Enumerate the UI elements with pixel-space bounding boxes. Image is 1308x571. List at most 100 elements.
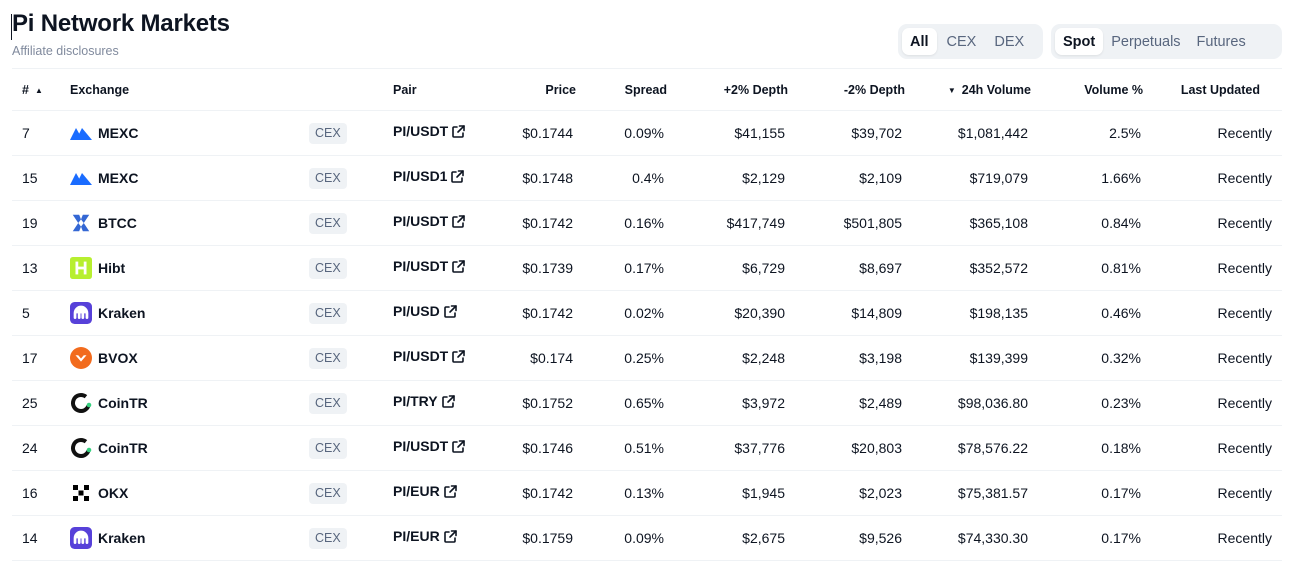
filter-all[interactable]: All (902, 28, 937, 55)
spread-cell: 0.09% (624, 125, 664, 141)
price-cell: $0.1744 (522, 125, 573, 141)
type-cell: CEX (309, 426, 347, 470)
header-plus-depth[interactable]: +2% Depth (723, 83, 788, 97)
header-pair[interactable]: Pair (393, 83, 417, 97)
external-link-icon (443, 529, 458, 544)
exchange-cell[interactable]: BTCC (70, 201, 137, 245)
volume-percent-cell: 2.5% (1109, 125, 1141, 141)
last-updated-cell: Recently (1217, 350, 1272, 366)
filter-perpetuals[interactable]: Perpetuals (1111, 33, 1181, 50)
exchange-cell[interactable]: Kraken (70, 516, 145, 560)
header-volume[interactable]: ▼ 24h Volume (942, 69, 1031, 111)
cointr-logo-icon (70, 392, 92, 414)
plus-depth-cell: $6,729 (742, 260, 785, 276)
exchange-cell[interactable]: Hibt (70, 246, 125, 290)
header-rank-label: # (22, 83, 29, 97)
table-row[interactable]: 25 CoinTR CEX PI/TRY $0.1752 0.65% $3,972 $2,48… (12, 381, 1282, 426)
pair-label: PI/USDT (393, 258, 449, 274)
volume-cell: $75,381.57 (957, 485, 1028, 501)
last-updated-cell: Recently (1217, 440, 1272, 456)
table-row[interactable]: 13 Hibt CEX PI/USDT $0.1739 0.17% $6,729 $8,697… (12, 246, 1282, 291)
table-row[interactable]: 7 MEXC CEX PI/USDT $0.1744 0.09% $41,155 $39,70… (12, 111, 1282, 156)
pair-label: PI/EUR (393, 528, 440, 544)
rank-cell: 25 (22, 395, 38, 411)
exchange-cell[interactable]: CoinTR (70, 381, 148, 425)
exchange-cell[interactable]: BVOX (70, 336, 138, 380)
header-volume-percent[interactable]: Volume % (1084, 83, 1143, 97)
exchange-type-filter: All CEX DEX (898, 24, 1043, 59)
volume-cell: $78,576.22 (957, 440, 1028, 456)
pair-link[interactable]: PI/USDT (393, 424, 466, 468)
volume-percent-cell: 0.46% (1101, 305, 1141, 321)
affiliate-disclosures-link[interactable]: Affiliate disclosures (12, 44, 119, 58)
filter-dex[interactable]: DEX (994, 33, 1025, 50)
pair-link[interactable]: PI/EUR (393, 469, 458, 513)
last-updated-cell: Recently (1217, 305, 1272, 321)
divider (12, 68, 1282, 69)
pair-link[interactable]: PI/USDT (393, 199, 466, 243)
pair-link[interactable]: PI/EUR (393, 514, 458, 558)
header-minus-depth[interactable]: -2% Depth (843, 83, 905, 97)
last-updated-cell: Recently (1217, 530, 1272, 546)
pair-link[interactable]: PI/USDT (393, 334, 466, 378)
exchange-cell[interactable]: Kraken (70, 291, 145, 335)
last-updated-cell: Recently (1217, 170, 1272, 186)
cex-badge: CEX (309, 437, 347, 459)
mexc-logo-icon (70, 167, 92, 189)
volume-percent-cell: 1.66% (1101, 170, 1141, 186)
minus-depth-cell: $2,023 (859, 485, 902, 501)
pair-label: PI/EUR (393, 483, 440, 499)
price-cell: $0.1739 (522, 260, 573, 276)
cex-badge: CEX (309, 347, 347, 369)
last-updated-cell: Recently (1217, 260, 1272, 276)
pair-label: PI/TRY (393, 393, 438, 409)
exchange-name: Hibt (98, 260, 126, 276)
pair-label: PI/USDT (393, 438, 449, 454)
header-rank[interactable]: # ▲ (22, 69, 49, 111)
volume-cell: $365,108 (969, 215, 1028, 231)
table-row[interactable]: 16 OKX CEX PI/EUR $0.1742 0.13% $1,945 $2,023 $7… (12, 471, 1282, 516)
pair-link[interactable]: PI/USD1 (393, 154, 465, 198)
type-cell: CEX (309, 201, 347, 245)
price-cell: $0.174 (530, 350, 573, 366)
cex-badge: CEX (309, 257, 347, 279)
hibt-logo-icon (70, 257, 92, 279)
type-cell: CEX (309, 111, 347, 155)
volume-percent-cell: 0.23% (1101, 395, 1141, 411)
plus-depth-cell: $20,390 (734, 305, 785, 321)
pair-link[interactable]: PI/TRY (393, 379, 456, 423)
header-last-updated[interactable]: Last Updated (1180, 83, 1260, 97)
external-link-icon (450, 169, 465, 184)
pair-link[interactable]: PI/USDT (393, 109, 466, 153)
pair-label: PI/USD1 (393, 168, 448, 184)
exchange-name: Kraken (98, 530, 146, 546)
filter-cex[interactable]: CEX (946, 33, 977, 50)
table-row[interactable]: 19 BTCC CEX PI/USDT $0.1742 0.16% $417,749 $501… (12, 201, 1282, 246)
pair-link[interactable]: PI/USD (393, 289, 458, 333)
external-link-icon (451, 124, 466, 139)
table-row[interactable]: 24 CoinTR CEX PI/USDT $0.1746 0.51% $37,776 $20… (12, 426, 1282, 471)
filter-spot[interactable]: Spot (1055, 28, 1104, 55)
spread-cell: 0.02% (624, 305, 664, 321)
external-link-icon (451, 349, 466, 364)
exchange-cell[interactable]: OKX (70, 471, 128, 515)
header-exchange[interactable]: Exchange (70, 83, 130, 97)
price-cell: $0.1742 (522, 215, 573, 231)
rank-cell: 17 (22, 350, 38, 366)
table-row[interactable]: 5 Kraken CEX PI/USD $0.1742 0.02% $20,390 $14,8… (12, 291, 1282, 336)
header-spread[interactable]: Spread (624, 83, 667, 97)
filter-futures[interactable]: Futures (1196, 33, 1246, 50)
volume-percent-cell: 0.84% (1101, 215, 1141, 231)
header-price[interactable]: Price (545, 83, 576, 97)
pair-link[interactable]: PI/USDT (393, 244, 466, 288)
exchange-cell[interactable]: MEXC (70, 111, 138, 155)
exchange-cell[interactable]: CoinTR (70, 426, 148, 470)
volume-cell: $352,572 (969, 260, 1028, 276)
exchange-cell[interactable]: MEXC (70, 156, 138, 200)
table-row[interactable]: 14 Kraken CEX PI/EUR $0.1759 0.09% $2,675 $9,52… (12, 516, 1282, 561)
spread-cell: 0.09% (624, 530, 664, 546)
table-row[interactable]: 17 BVOX CEX PI/USDT $0.174 0.25% $2,248 $3,198 $… (12, 336, 1282, 381)
pair-label: PI/USDT (393, 213, 449, 229)
exchange-name: MEXC (98, 170, 139, 186)
table-row[interactable]: 15 MEXC CEX PI/USD1 $0.1748 0.4% $2,129 $2,109 $… (12, 156, 1282, 201)
